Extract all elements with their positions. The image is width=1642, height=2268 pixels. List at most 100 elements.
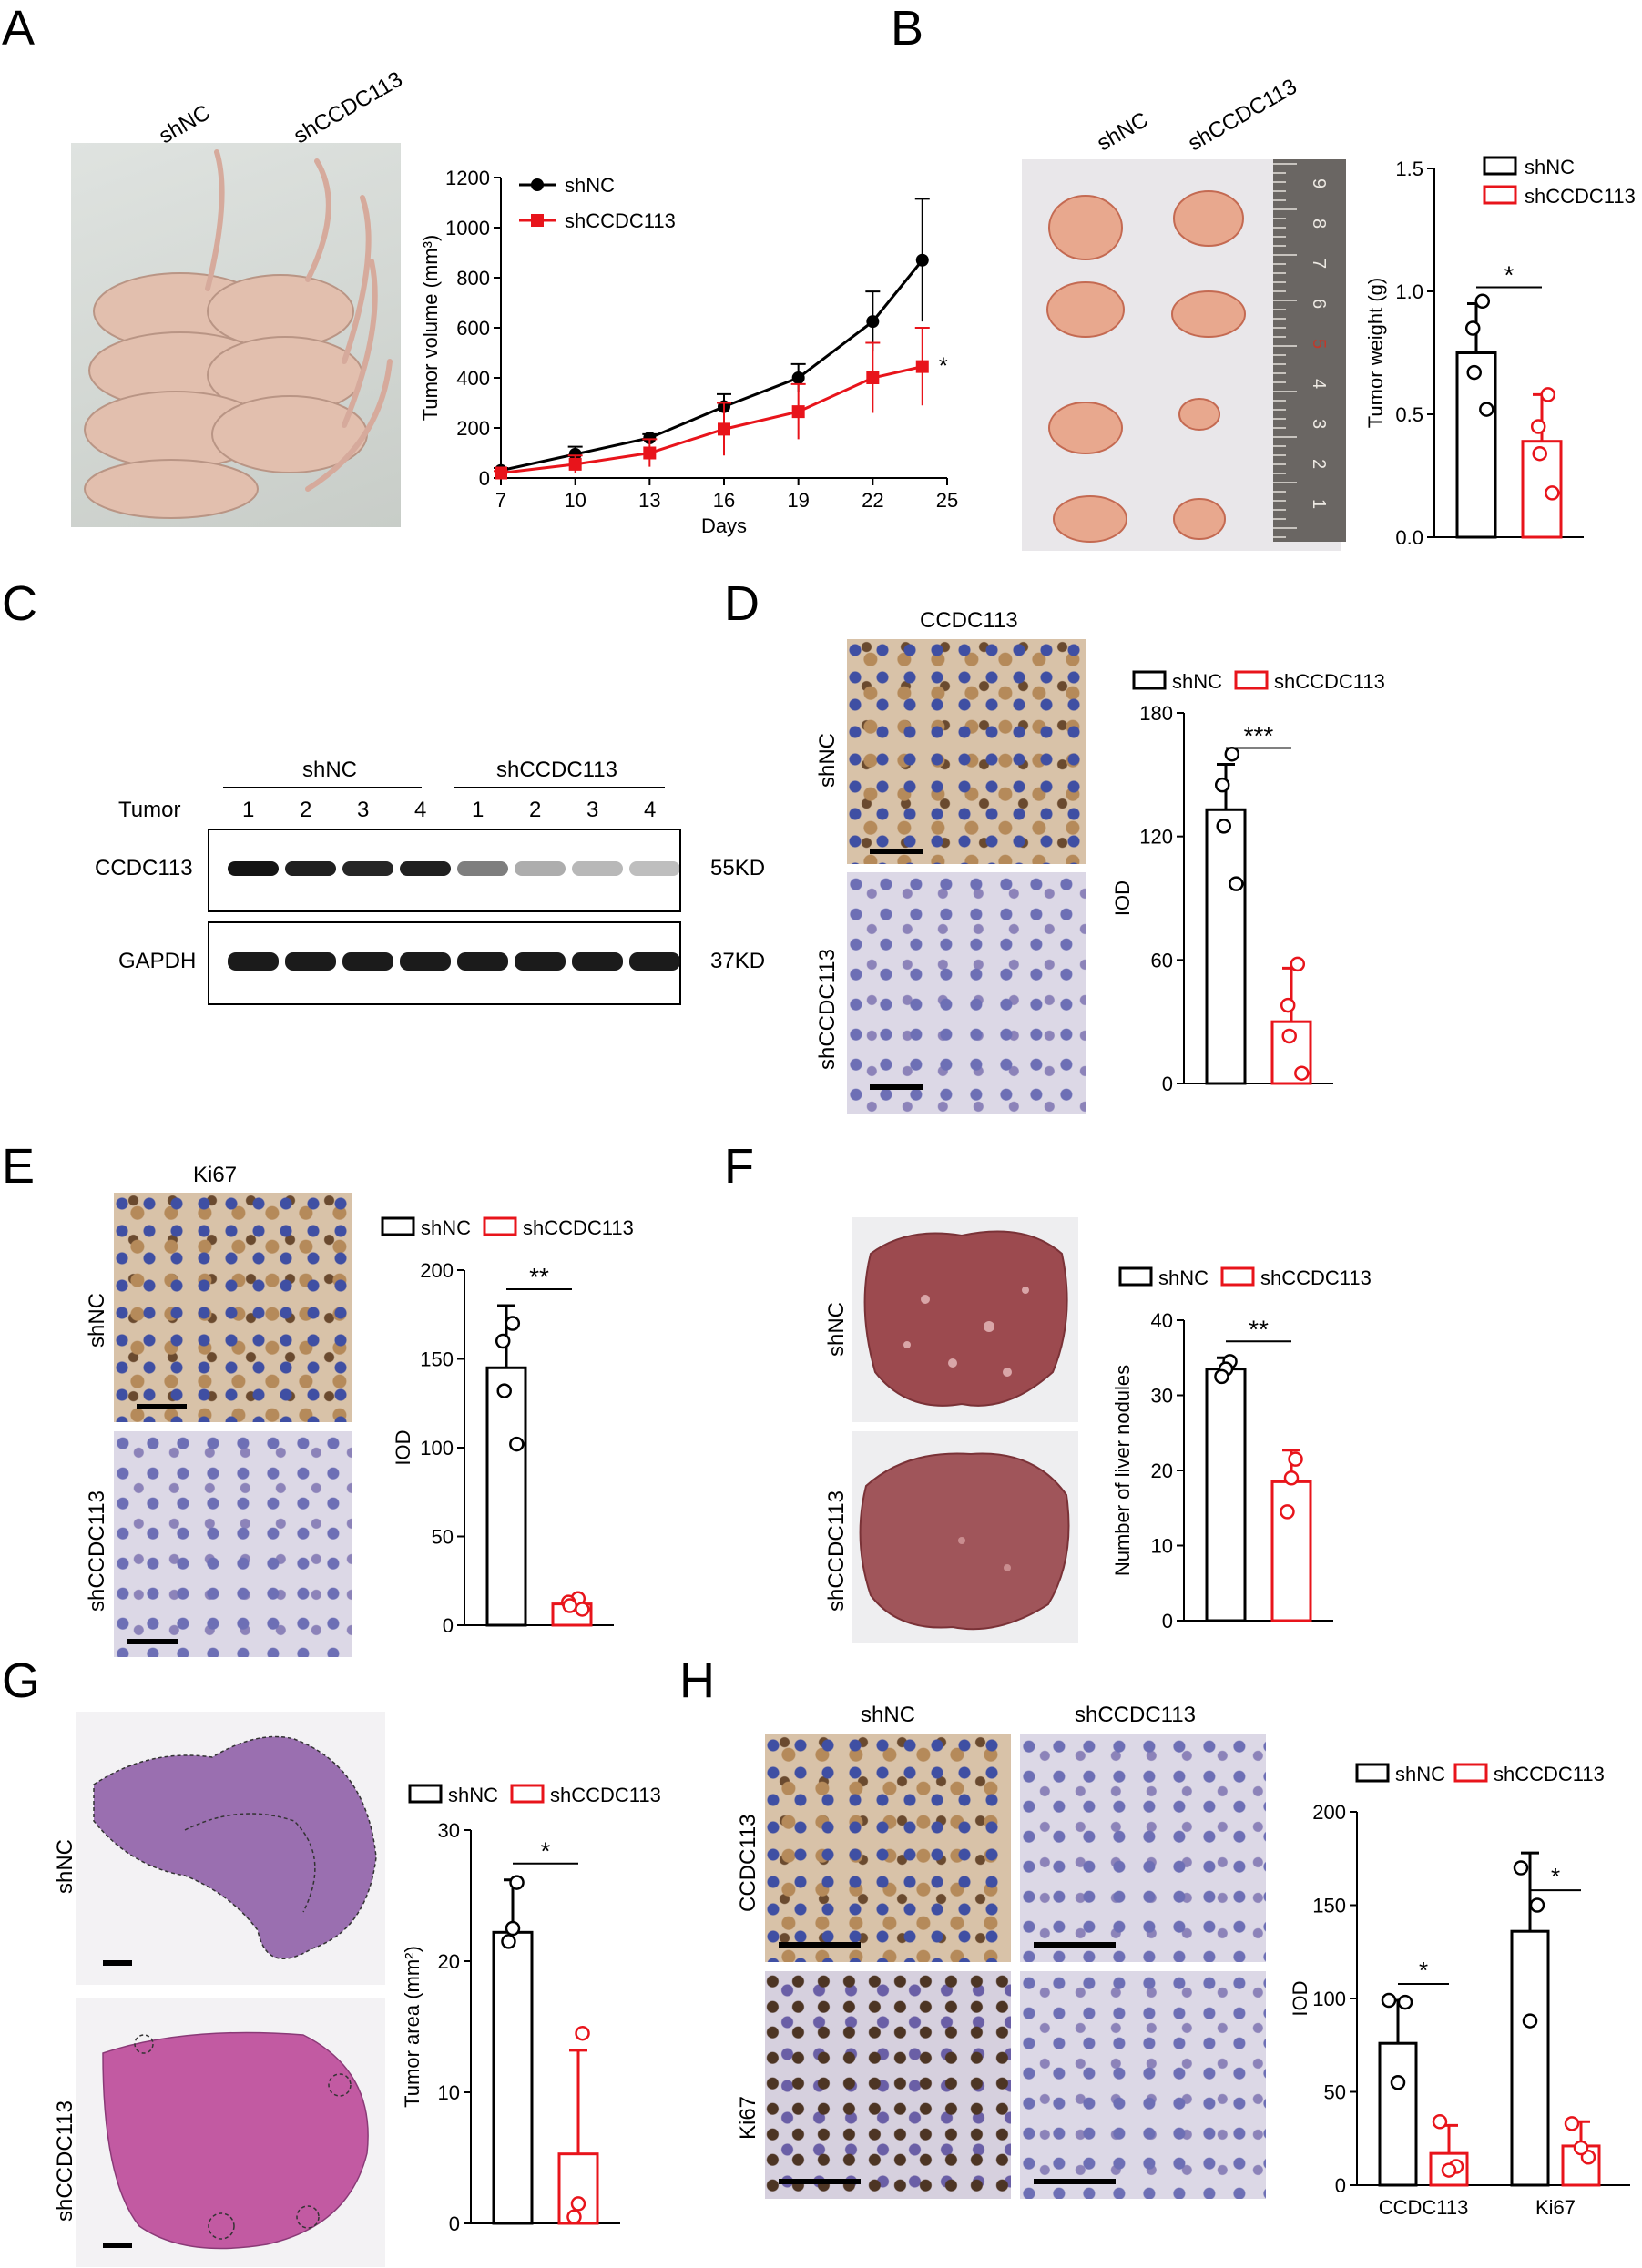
- band-gapdh: [572, 952, 623, 971]
- a-xtick-label: 22: [862, 489, 883, 512]
- d-title: CCDC113: [920, 608, 1018, 633]
- h-sig-star: *: [1419, 1957, 1428, 1984]
- h-datapoint: [1381, 1992, 1397, 2009]
- band-ccdc113: [457, 861, 508, 876]
- h-col-label-shnc: shNC: [861, 1703, 916, 1727]
- h-datapoint: [1390, 2075, 1406, 2090]
- b-sig-stars: *: [1504, 261, 1515, 290]
- band-ccdc113: [629, 861, 680, 876]
- e-legend-label-shnc: shNC: [421, 1216, 471, 1239]
- g-ytick-label: 0: [449, 2212, 460, 2235]
- c-size-55kd: 55KD: [710, 856, 766, 880]
- d-ihc-shnc: [847, 639, 1086, 864]
- h-datapoint: [1564, 2116, 1580, 2131]
- f-liver-shccdc113-illustration: [859, 1452, 1070, 1631]
- h-ihc-ki67-shccdc113: [1020, 1971, 1266, 2199]
- g-legend-box-shnc: [408, 1784, 443, 1804]
- f-datapoint: [1288, 1451, 1303, 1467]
- e-title: Ki67: [193, 1163, 238, 1187]
- d-ytick-label: 180: [1139, 702, 1173, 725]
- g-ytick-label: 30: [438, 1819, 460, 1842]
- e-legend-box-shccdc113: [483, 1216, 517, 1236]
- c-group-label-shnc: shNC: [302, 758, 358, 782]
- d-ytick-label: 0: [1162, 1073, 1173, 1095]
- c-lane-number: 3: [357, 798, 370, 822]
- f-row-label-shccdc113: shCCDC113: [824, 1490, 849, 1612]
- f-legend-box-shnc: [1118, 1266, 1153, 1287]
- a-xtick-label: 7: [495, 489, 506, 512]
- b-photo-label-shnc: shNC: [1093, 107, 1153, 157]
- b-legend-box-shccdc113: [1483, 185, 1517, 205]
- a-photo-label-shccdc113: shCCDC113: [290, 66, 407, 149]
- d-scalebar-2: [870, 1084, 923, 1090]
- d-ytick-label: 60: [1151, 949, 1173, 971]
- b-datapoint: [1474, 293, 1491, 310]
- blot-ccdc113: [208, 829, 681, 912]
- h-datapoint: [1432, 2114, 1448, 2130]
- b-legend-label-shccdc113: shCCDC113: [1525, 185, 1636, 208]
- mice-illustration: [84, 149, 393, 519]
- d-datapoint: [1294, 1065, 1310, 1081]
- b-ylabel: Tumor weight (g): [1364, 278, 1387, 428]
- f-datapoint: [1214, 1368, 1229, 1385]
- ruler-number: 9: [1309, 178, 1330, 189]
- e-scalebar-1: [137, 1404, 187, 1409]
- e-datapoint: [496, 1383, 512, 1398]
- b-datapoint: [1530, 419, 1546, 434]
- a-tumor-volume-chart: 0 200 400 600 800 1000 1200 7 10 13 16 19 22 25 Days Tu…: [419, 167, 958, 537]
- panel-label-a: A: [2, 1, 36, 56]
- g-scalebar-1: [103, 1960, 132, 1966]
- a-point-shccdc113: [643, 446, 657, 460]
- h-ytick-label: 100: [1312, 1988, 1346, 2010]
- c-lane-number: 4: [414, 798, 427, 822]
- ruler-number: 7: [1309, 258, 1330, 270]
- ruler-number: 6: [1309, 298, 1330, 310]
- c-protein-ccdc113: CCDC113: [95, 856, 193, 880]
- f-ytick-label: 0: [1162, 1610, 1173, 1632]
- f-ytick-label: 20: [1151, 1459, 1173, 1482]
- h-scalebar-3: [779, 2179, 861, 2184]
- band-gapdh: [285, 952, 336, 971]
- e-ihc-shccdc113: [114, 1431, 352, 1657]
- g-sig-stars: *: [541, 1837, 551, 1866]
- h-datapoint: [1513, 1860, 1529, 1876]
- a-ytick-label: 600: [456, 317, 490, 340]
- b-legend-label-shnc: shNC: [1525, 156, 1575, 178]
- b-datapoint: [1545, 485, 1560, 501]
- mice-photo: [71, 143, 401, 527]
- b-datapoint: [1466, 364, 1482, 381]
- c-bracket-shnc: [223, 787, 422, 788]
- e-sig-stars: **: [529, 1263, 549, 1291]
- a-point-shnc: [643, 432, 657, 444]
- a-ytick-label: 400: [456, 367, 490, 390]
- h-legend-label-shccdc113: shCCDC113: [1494, 1763, 1605, 1785]
- a-xtick-label: 16: [713, 489, 735, 512]
- d-ylabel: IOD: [1111, 880, 1134, 916]
- e-bar-shnc: [485, 1366, 527, 1627]
- a-point-shnc: [791, 371, 805, 384]
- band-ccdc113: [228, 861, 279, 876]
- band-ccdc113: [342, 861, 393, 876]
- h-ytick-label: 150: [1312, 1895, 1346, 1917]
- c-lane-number: 1: [472, 798, 484, 822]
- g-ytick-label: 10: [438, 2081, 460, 2104]
- h-scalebar-1: [779, 1942, 861, 1948]
- b-datapoint: [1532, 445, 1547, 462]
- h-scalebar-4: [1034, 2179, 1116, 2184]
- ruler: [1273, 159, 1346, 542]
- a-legend-label-shccdc113: shCCDC113: [565, 209, 676, 232]
- a-xtick-label: 10: [564, 489, 586, 512]
- g-he-shccdc113-illustration: [102, 2031, 369, 2250]
- g-datapoint: [566, 2209, 582, 2225]
- g-scalebar-2: [103, 2243, 132, 2248]
- g-he-shccdc113: [76, 1998, 385, 2267]
- a-ylabel: Tumor volume (mm³): [419, 235, 442, 422]
- panel-label-f: F: [724, 1139, 754, 1194]
- band-ccdc113: [285, 861, 336, 876]
- a-significance: *: [939, 352, 948, 380]
- a-ytick-label: 800: [456, 267, 490, 290]
- h-row-label-ccdc113: CCDC113: [736, 1814, 760, 1912]
- h-xtick-label: CCDC113: [1379, 2196, 1469, 2219]
- h-ytick-label: 50: [1324, 2081, 1346, 2104]
- g-datapoint: [570, 2196, 586, 2212]
